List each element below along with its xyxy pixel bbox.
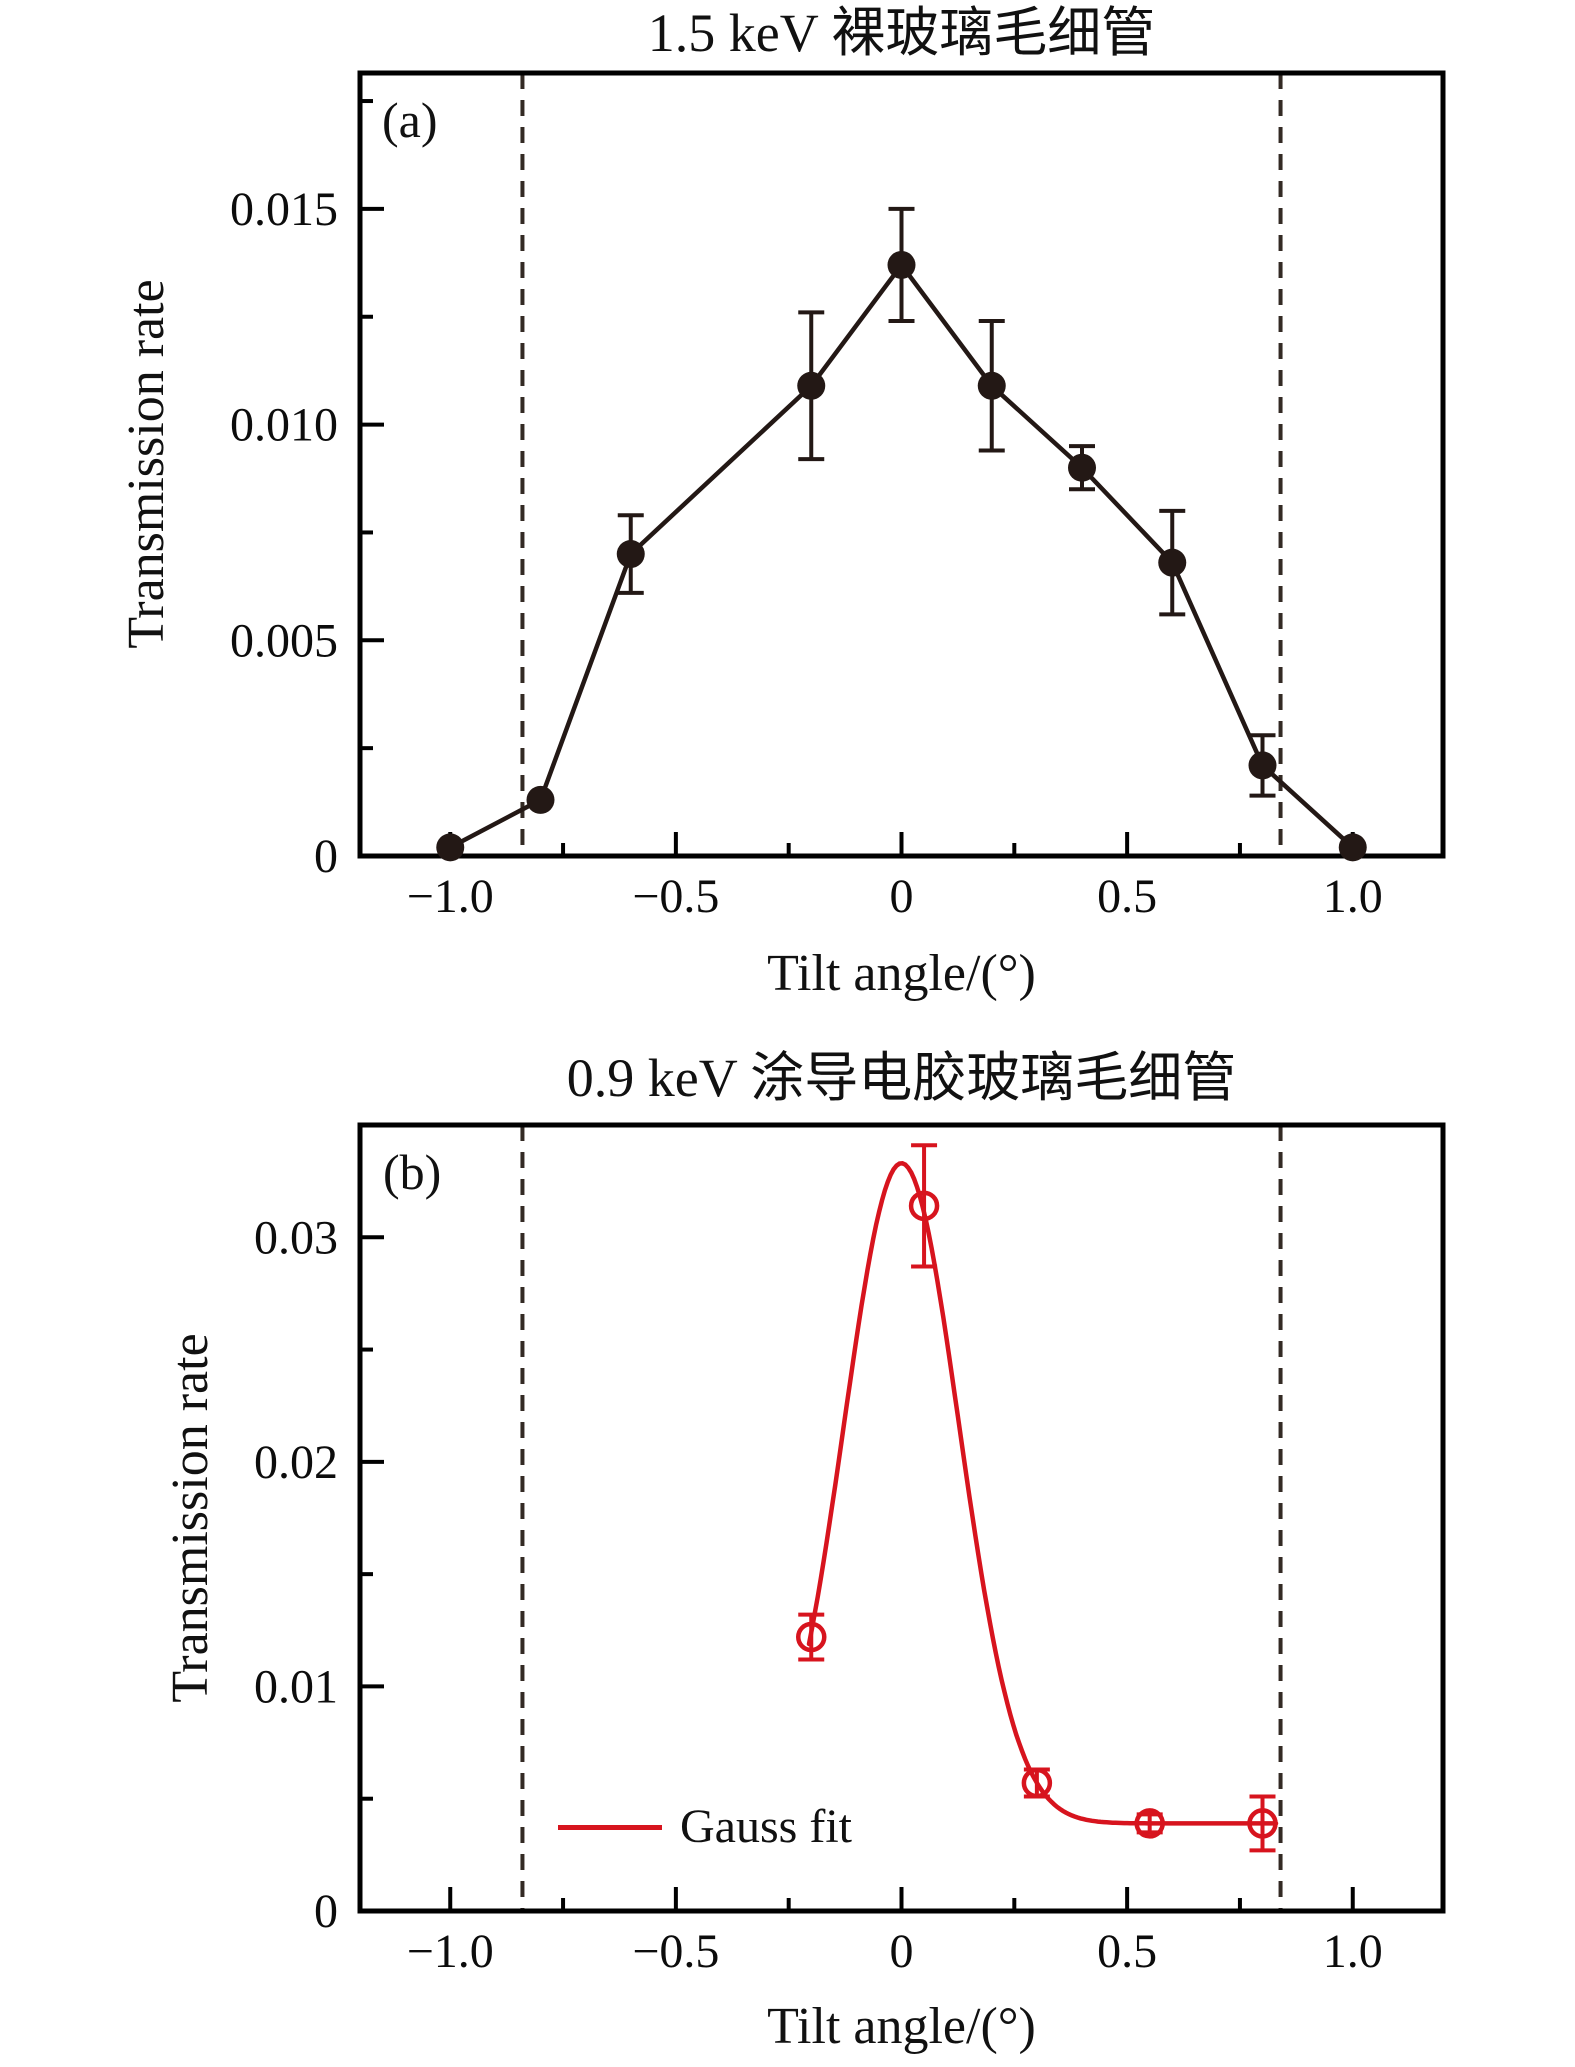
chart-a-data-point xyxy=(797,371,826,400)
chart-a-y-tick-label: 0.010 xyxy=(230,399,338,452)
chart-a-data-point xyxy=(1338,833,1367,862)
chart-b-y-tick-label: 0.03 xyxy=(254,1211,338,1264)
chart-a-data-point xyxy=(436,833,465,862)
chart-a-y-tick-label: 0 xyxy=(314,830,338,883)
chart-b-y-tick-label: 0.01 xyxy=(254,1660,338,1713)
chart-a-x-axis-title: Tilt angle/(°) xyxy=(767,945,1036,1002)
chart-b-y-axis-title: Transmission rate xyxy=(162,1333,219,1703)
chart-b-x-tick-label: 0.5 xyxy=(1097,1925,1157,1978)
chart-a-y-tick-label: 0.015 xyxy=(230,183,338,236)
chart-a-x-tick-label: 0.5 xyxy=(1097,870,1157,923)
chart-a-data-point xyxy=(1158,548,1187,577)
chart-b-x-tick-label: 0 xyxy=(890,1925,914,1978)
gauss-fit-legend: Gauss fit xyxy=(558,1799,852,1855)
chart-a-data-point xyxy=(616,540,645,569)
chart-a-x-tick-label: 0 xyxy=(890,870,914,923)
chart-b-x-tick-label: −1.0 xyxy=(407,1925,494,1978)
gauss-fit-curve xyxy=(806,1160,1279,1826)
chart-a-y-axis-title: Transmission rate xyxy=(118,279,175,649)
chart-a-title: 1.5 keV 裸玻璃毛细管 xyxy=(647,3,1156,63)
chart-b-x-axis-title: Tilt angle/(°) xyxy=(767,1998,1036,2055)
chart-a-data-point xyxy=(1248,751,1277,780)
chart-b-x-tick-label: 1.0 xyxy=(1323,1925,1383,1978)
chart-a-x-tick-label: −1.0 xyxy=(407,870,494,923)
chart-b-y-tick-label: 0.02 xyxy=(254,1436,338,1489)
chart-b-y-tick-label: 0 xyxy=(314,1885,338,1938)
chart-a-data-line xyxy=(449,261,1355,850)
chart-a-data-point xyxy=(1068,453,1096,482)
chart-a-y-tick-label: 0.005 xyxy=(230,614,338,667)
chart-a-data-point xyxy=(977,371,1006,400)
chart-b-data-point xyxy=(1021,1767,1053,1799)
chart-b-title: 0.9 keV 涂导电胶玻璃毛细管 xyxy=(566,1048,1237,1108)
gauss-fit-legend-label: Gauss fit xyxy=(680,1800,852,1853)
chart-a-x-tick-label: 1.0 xyxy=(1323,870,1383,923)
chart-a-x-tick-label: −0.5 xyxy=(632,870,719,923)
chart-b-panel-label: (b) xyxy=(383,1144,442,1200)
chart-b-x-tick-label: −0.5 xyxy=(632,1925,719,1978)
chart-a-data-point xyxy=(526,785,555,814)
chart-a-data-point xyxy=(887,250,916,279)
gauss-fit-legend-line-sample xyxy=(558,1824,662,1830)
chart-a-panel-label: (a) xyxy=(382,92,438,148)
